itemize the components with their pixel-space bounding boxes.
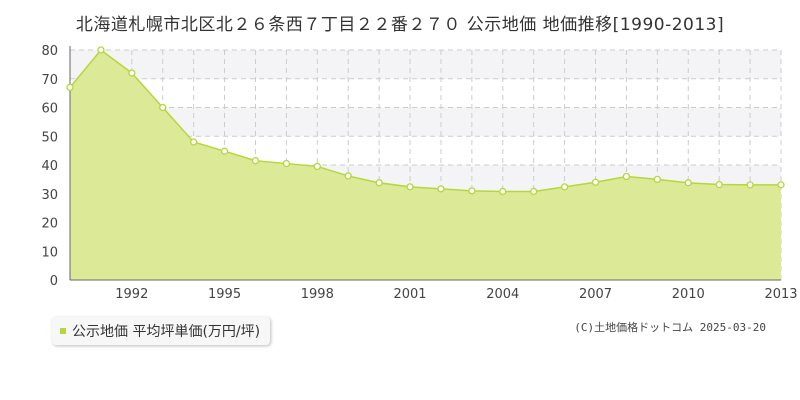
data-point bbox=[468, 187, 476, 195]
data-point bbox=[653, 175, 661, 184]
y-tick-label: 70 bbox=[41, 73, 58, 88]
data-point bbox=[715, 180, 723, 189]
y-tick-label: 0 bbox=[50, 274, 58, 289]
x-tick-label: 2013 bbox=[764, 287, 797, 302]
x-tick-label: 2001 bbox=[393, 287, 426, 302]
series-area bbox=[70, 50, 781, 280]
grid-band bbox=[70, 107, 781, 137]
copyright-text: (C)土地価格ドットコム 2025-03-20 bbox=[574, 321, 766, 334]
x-tick-label: 1998 bbox=[301, 287, 334, 302]
data-point bbox=[313, 162, 321, 171]
data-point bbox=[66, 83, 74, 92]
data-point bbox=[159, 103, 167, 112]
series-line bbox=[69, 48, 781, 193]
grid-band bbox=[70, 50, 781, 79]
data-point bbox=[499, 187, 507, 196]
y-tick-label: 30 bbox=[41, 188, 58, 203]
legend-swatch-icon bbox=[60, 328, 66, 334]
x-tick-label: 2010 bbox=[672, 287, 705, 302]
y-tick-label: 60 bbox=[41, 102, 58, 117]
data-point bbox=[560, 183, 569, 191]
data-point bbox=[97, 46, 105, 54]
data-point bbox=[777, 181, 785, 189]
y-tick-label: 20 bbox=[41, 217, 58, 232]
x-tick-label: 1992 bbox=[115, 287, 148, 302]
chart-title: 北海道札幌市北区北２６条西７丁目２２番２７０ 公示地価 地価推移[1990-20… bbox=[75, 15, 725, 35]
x-tick-label: 2004 bbox=[486, 287, 519, 302]
data-point bbox=[251, 157, 260, 165]
data-point bbox=[684, 179, 692, 187]
data-point bbox=[190, 138, 198, 146]
data-point bbox=[437, 185, 445, 193]
data-point bbox=[128, 69, 136, 77]
data-point bbox=[622, 172, 631, 181]
y-tick-label: 50 bbox=[41, 130, 58, 145]
legend-label: 公示地価 平均坪単価(万円/坪) bbox=[72, 324, 261, 340]
data-point bbox=[375, 179, 383, 187]
y-tick-label: 10 bbox=[41, 245, 58, 260]
data-point bbox=[282, 159, 291, 168]
x-tick-label: 2007 bbox=[579, 287, 612, 302]
data-point bbox=[530, 187, 538, 196]
y-tick-label: 40 bbox=[41, 159, 58, 174]
x-tick-label: 1995 bbox=[208, 287, 241, 302]
data-point bbox=[406, 183, 414, 191]
data-point bbox=[220, 147, 229, 155]
y-tick-label: 80 bbox=[41, 44, 58, 59]
data-point bbox=[746, 181, 754, 189]
data-point bbox=[344, 172, 352, 180]
legend: 公示地価 平均坪単価(万円/坪) bbox=[52, 317, 271, 345]
data-point bbox=[591, 178, 600, 186]
